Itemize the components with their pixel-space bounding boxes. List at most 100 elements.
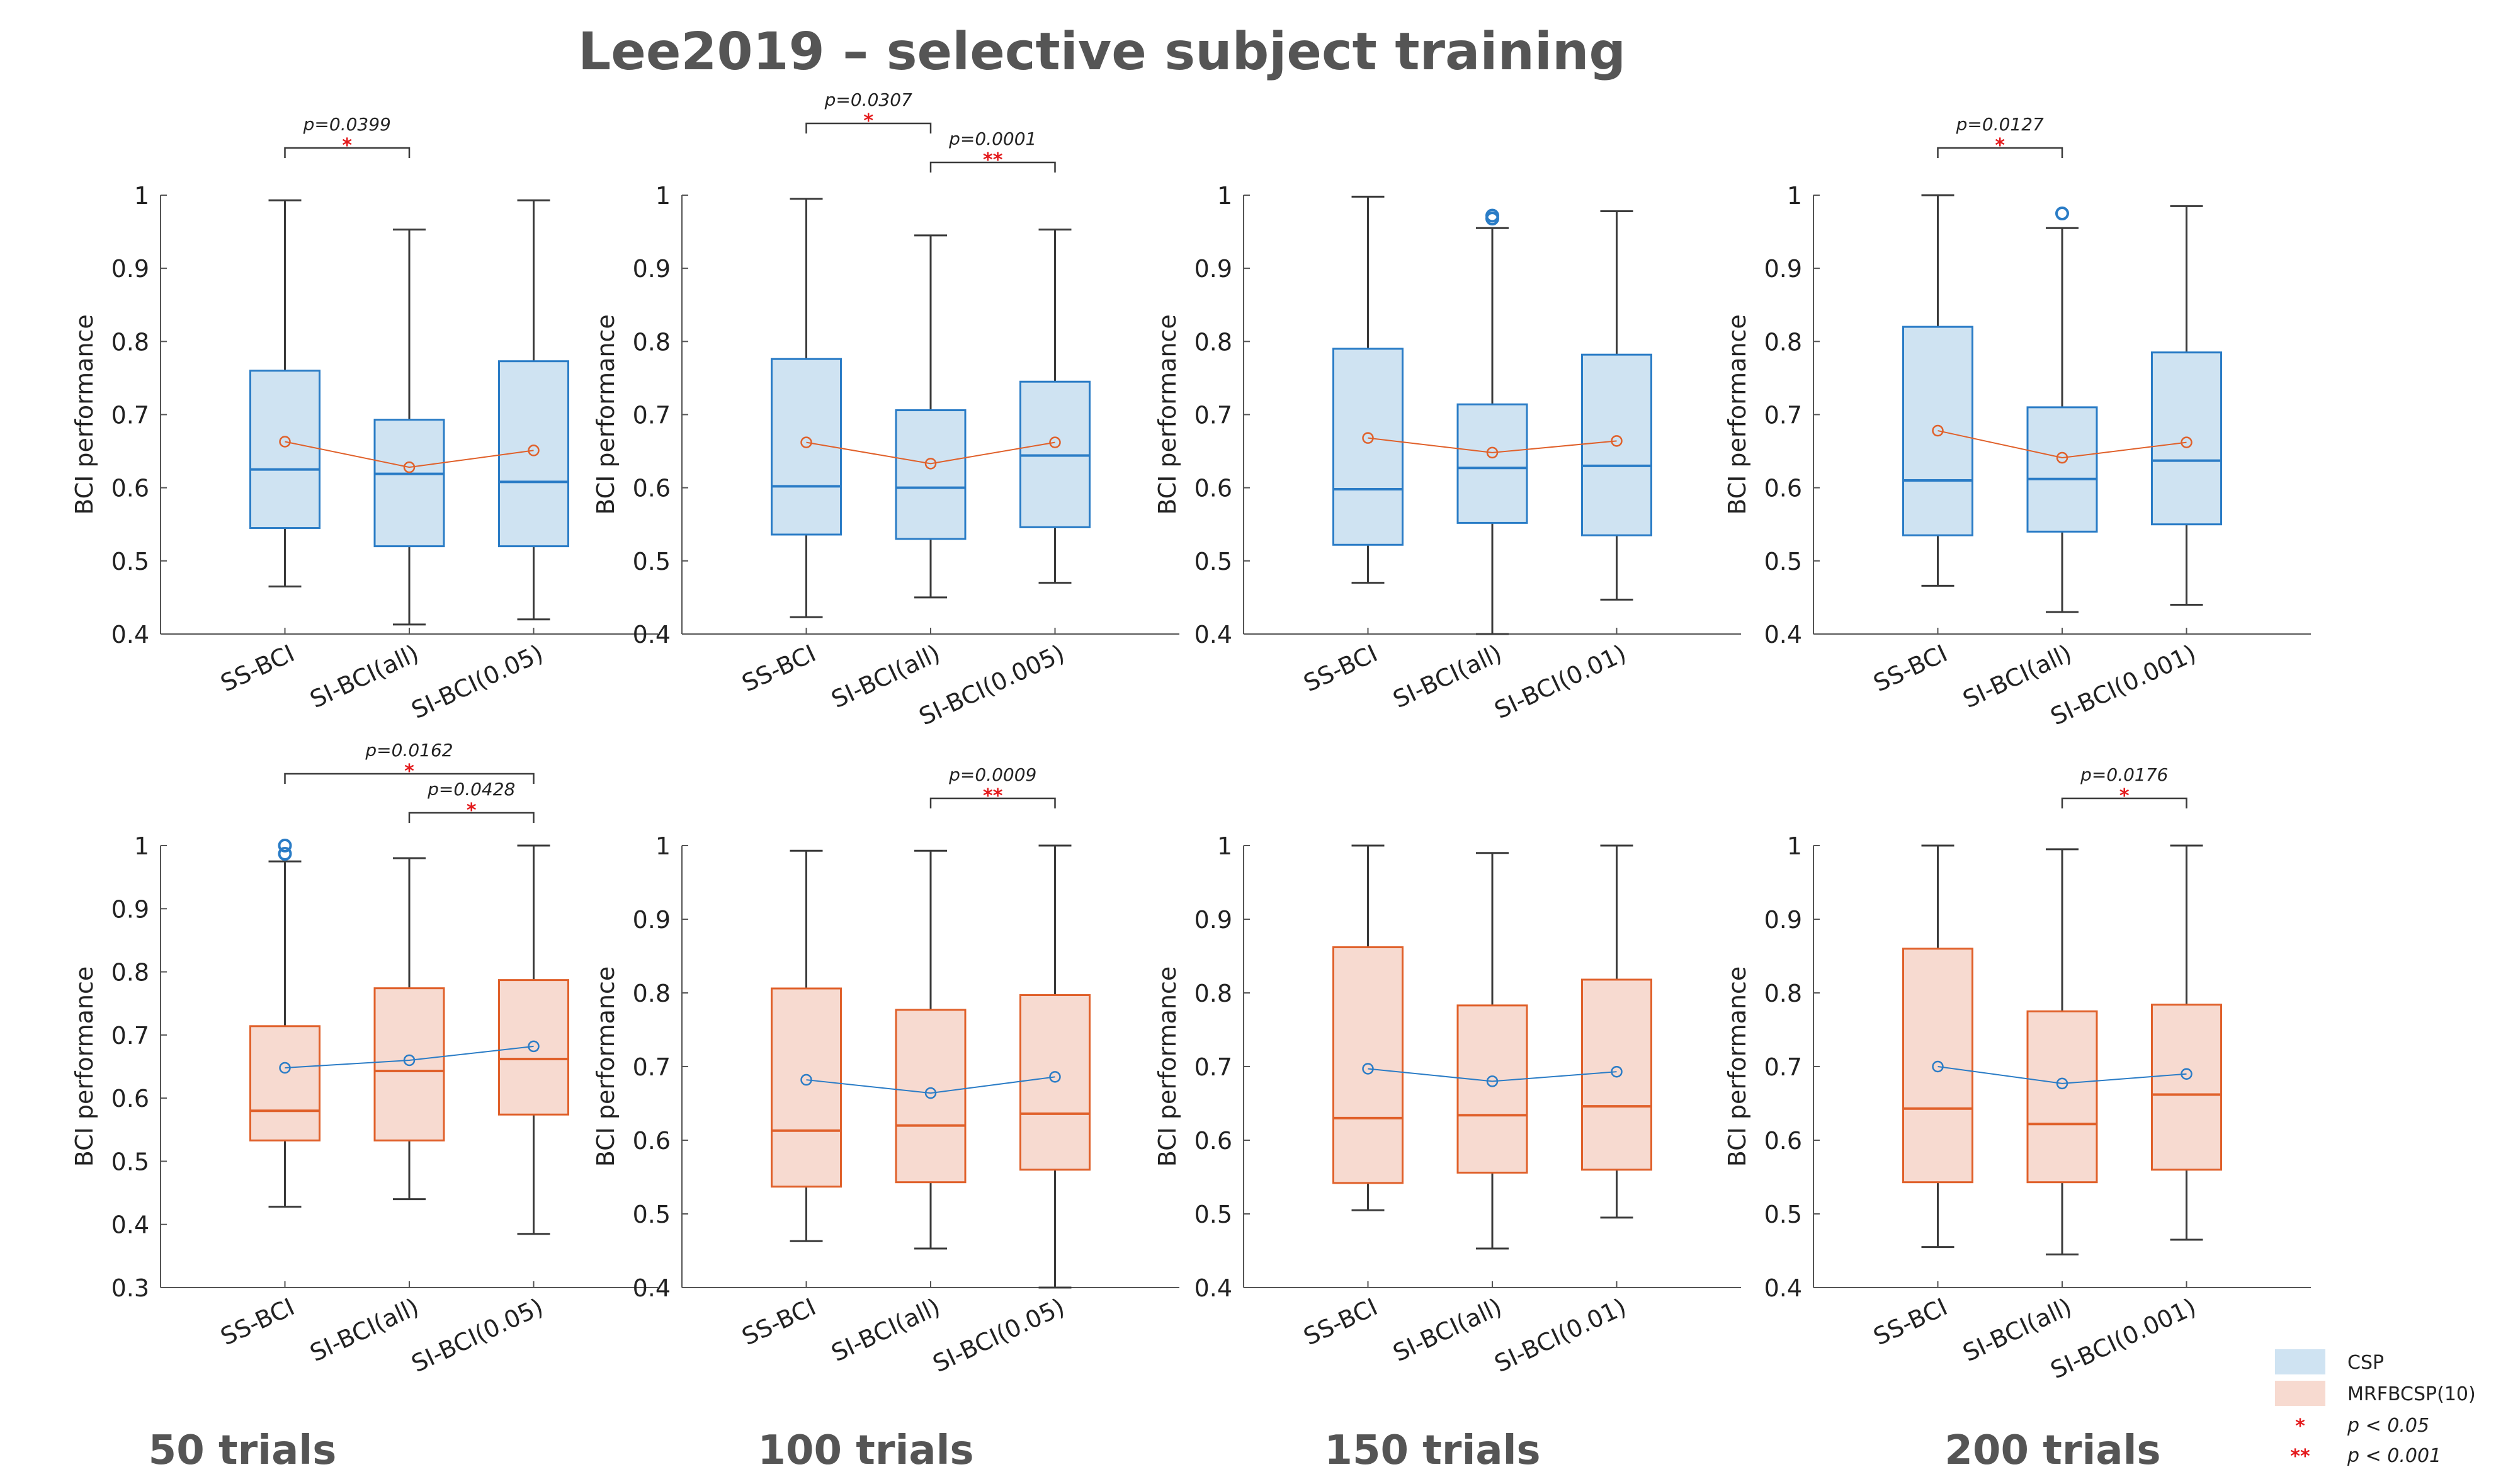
y-tick-label: 0.5 xyxy=(633,548,671,575)
box-iqr xyxy=(1332,946,1404,1184)
p-value-label: p=0.0162 xyxy=(365,740,453,761)
box-SS-BCI xyxy=(771,198,842,618)
y-tick-label: 0.8 xyxy=(1194,328,1232,356)
y-tick-label: 0.9 xyxy=(1194,906,1232,934)
p-value-label: p=0.0428 xyxy=(427,779,515,800)
y-tick-label: 0.8 xyxy=(111,959,149,987)
mean-marker xyxy=(1932,1060,1944,1073)
y-tick-label: 0.9 xyxy=(1764,255,1802,283)
significance-stars: ** xyxy=(983,785,1003,807)
y-tick-label: 0.7 xyxy=(633,402,671,429)
column-label: 200 trials xyxy=(1944,1427,2160,1474)
box-iqr xyxy=(1456,403,1528,524)
mean-marker xyxy=(2181,436,2193,448)
y-tick-label: 0.4 xyxy=(1194,1274,1232,1302)
y-tick-label: 0.3 xyxy=(111,1274,149,1302)
outlier-point xyxy=(278,847,292,861)
mean-marker xyxy=(1049,436,1061,448)
y-axis-label: BCI performance xyxy=(592,966,620,1167)
y-tick-label: 0.8 xyxy=(633,328,671,356)
significance-bracket: p=0.0162* xyxy=(284,740,535,784)
x-tick-label: SI-BCI(all) xyxy=(1389,1293,1506,1367)
y-tick-label: 0.9 xyxy=(633,255,671,283)
box-iqr xyxy=(1581,353,1652,536)
box-iqr xyxy=(771,987,842,1188)
x-tick-label: SS-BCI xyxy=(1869,639,1952,697)
box-SI-BCI(0.001) xyxy=(2151,205,2222,606)
p-value-label: p=0.0001 xyxy=(948,128,1036,149)
significance-stars: * xyxy=(2119,785,2130,807)
mean-line xyxy=(806,1076,1055,1094)
panel-1-3: 0.4 0.5 0.6 0.7 0.8 0.9 1 BCI performance SS-BCI… xyxy=(1723,764,2311,1385)
outlier-point xyxy=(278,839,292,852)
y-axis-label: BCI performance xyxy=(71,314,98,515)
y-tick-label: 1 xyxy=(134,182,149,210)
legend-swatch xyxy=(2275,1349,2325,1374)
y-tick-label: 0.4 xyxy=(1194,621,1232,649)
box-SI-BCI(0.01) xyxy=(1581,210,1652,601)
box-iqr xyxy=(2151,351,2222,526)
y-tick-label: 1 xyxy=(1217,182,1232,210)
box-iqr xyxy=(249,1025,321,1141)
mean-line xyxy=(1368,437,1617,453)
bracket-line xyxy=(284,773,535,784)
y-tick-label: 0.7 xyxy=(1194,402,1232,429)
mean-marker xyxy=(1362,1063,1374,1075)
y-tick-label: 0.5 xyxy=(1194,548,1232,575)
significance-bracket: p=0.0307* xyxy=(805,89,932,133)
y-tick-label: 1 xyxy=(1787,182,1802,210)
y-tick-label: 0.5 xyxy=(111,548,149,575)
mean-marker xyxy=(924,1087,937,1099)
box-iqr xyxy=(249,370,321,530)
significance-bracket: p=0.0009** xyxy=(929,764,1056,808)
y-tick-label: 0.4 xyxy=(111,1211,149,1239)
box-SI-BCI(all) xyxy=(2026,848,2098,1255)
mean-line xyxy=(285,1045,534,1069)
box-iqr xyxy=(498,979,569,1116)
y-tick-label: 1 xyxy=(655,182,671,210)
y-axis-label: BCI performance xyxy=(71,966,98,1167)
panel-0-0: 0.4 0.5 0.6 0.7 0.8 0.9 1 BCI performance SS-BCI… xyxy=(71,114,658,724)
box-SS-BCI xyxy=(249,839,321,1208)
x-tick-label: SS-BCI xyxy=(738,639,820,697)
legend: CSP MRFBCSP(10) * p < 0.05 ** p < 0.001 xyxy=(2275,1349,2476,1468)
box-SI-BCI(all) xyxy=(373,857,445,1201)
y-axis-label: BCI performance xyxy=(592,314,620,515)
mean-marker xyxy=(403,1054,416,1067)
y-tick-label: 0.7 xyxy=(111,1022,149,1050)
x-tick-label: SS-BCI xyxy=(1300,639,1382,697)
significance-stars: ** xyxy=(983,149,1003,171)
y-tick-label: 0.9 xyxy=(633,906,671,934)
x-tick-label: SI-BCI(0.01) xyxy=(1490,639,1631,724)
box-SI-BCI(0.01) xyxy=(1581,844,1652,1219)
y-tick-label: 0.5 xyxy=(1764,1201,1802,1228)
y-tick-label: 0.4 xyxy=(633,621,671,649)
box-SS-BCI xyxy=(1332,195,1404,584)
box-SI-BCI(0.05) xyxy=(1019,844,1091,1289)
p-value-label: p=0.0399 xyxy=(303,114,391,135)
box-iqr xyxy=(1332,348,1404,546)
column-labels: 50 trials 100 trials 150 trials 200 trials xyxy=(149,1427,2161,1474)
mean-marker xyxy=(1362,432,1374,444)
outlier-point xyxy=(2055,207,2069,221)
mean-marker xyxy=(2181,1068,2193,1080)
mean-marker xyxy=(1486,1075,1499,1087)
y-tick-label: 0.7 xyxy=(1764,1053,1802,1081)
box-iqr xyxy=(1581,978,1652,1171)
legend-label: CSP xyxy=(2347,1352,2384,1374)
bracket-line xyxy=(408,812,535,823)
column-label: 100 trials xyxy=(757,1427,973,1474)
box-iqr xyxy=(373,987,445,1141)
box-iqr xyxy=(895,1009,967,1184)
y-tick-label: 0.9 xyxy=(111,895,149,923)
y-tick-label: 0.8 xyxy=(1764,328,1802,356)
bracket-line xyxy=(805,122,932,133)
box-SS-BCI xyxy=(1902,194,1973,587)
y-tick-label: 0.5 xyxy=(111,1148,149,1175)
p-value-label: p=0.0176 xyxy=(2080,764,2168,785)
box-iqr xyxy=(2026,1010,2098,1184)
y-tick-label: 0.6 xyxy=(633,475,671,502)
legend-stars: ** xyxy=(2290,1446,2310,1468)
x-tick-label: SI-BCI(0.05) xyxy=(929,1293,1069,1378)
